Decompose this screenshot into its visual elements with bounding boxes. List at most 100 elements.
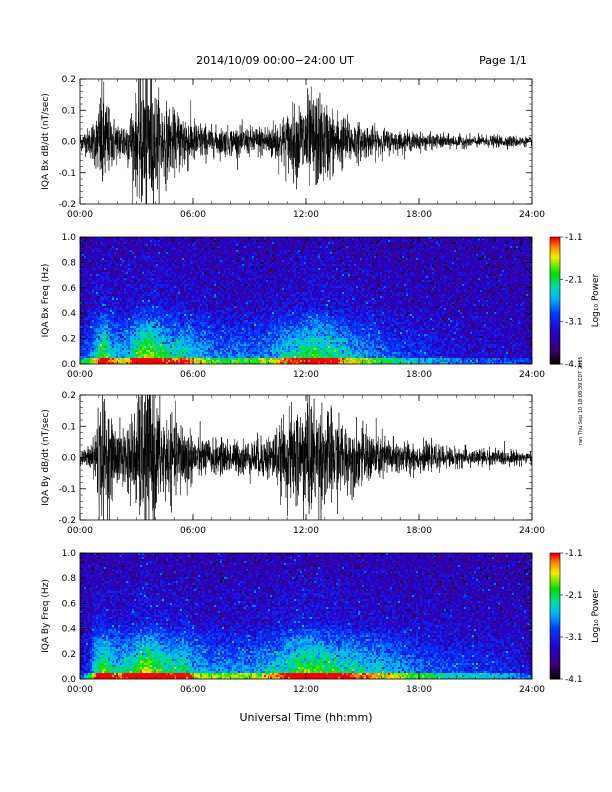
spectrogram-cell: [100, 346, 102, 348]
spectrogram-cell: [150, 268, 152, 270]
spectrogram-cell: [100, 244, 102, 246]
spectrogram-cell: [84, 334, 86, 336]
spectrogram-cell: [84, 262, 86, 264]
spectrogram-cell: [148, 356, 150, 358]
spectrogram-cell: [228, 310, 230, 312]
spectrogram-cell: [162, 302, 164, 304]
spectrogram-cell: [108, 322, 110, 324]
spectrogram-cell: [208, 282, 210, 284]
spectrogram-cell: [100, 254, 102, 256]
spectrogram-cell: [102, 320, 104, 322]
spectrogram-cell: [108, 270, 110, 272]
spectrogram-cell: [198, 362, 200, 364]
spectrogram-cell: [112, 346, 114, 348]
spectrogram-cell: [124, 360, 126, 362]
spectrogram-cell: [112, 296, 114, 298]
spectrogram-cell: [204, 276, 206, 278]
spectrogram-cell: [130, 298, 132, 300]
spectrogram-cell: [96, 242, 98, 244]
spectrogram-cell: [204, 248, 206, 250]
spectrogram-cell: [192, 340, 194, 342]
spectrogram-cell: [172, 350, 174, 352]
spectrogram-cell: [180, 246, 182, 248]
spectrogram-cell: [212, 246, 214, 248]
spectrogram-cell: [90, 312, 92, 314]
spectrogram-cell: [146, 286, 148, 288]
spectrogram-cell: [172, 246, 174, 248]
spectrogram-cell: [220, 328, 222, 330]
spectrogram-cell: [230, 272, 232, 274]
spectrogram-cell: [222, 302, 224, 304]
spectrogram-cell: [178, 280, 180, 282]
spectrogram-cell: [200, 318, 202, 320]
spectrogram-cell: [176, 292, 178, 294]
spectrogram-cell: [194, 334, 196, 336]
spectrogram-cell: [88, 304, 90, 306]
spectrogram-cell: [174, 294, 176, 296]
spectrogram-cell: [118, 252, 120, 254]
spectrogram-cell: [148, 284, 150, 286]
spectrogram-cell: [156, 348, 158, 350]
spectrogram-cell: [162, 254, 164, 256]
spectrogram-cell: [200, 246, 202, 248]
spectrogram-cell: [230, 320, 232, 322]
spectrogram-cell: [182, 326, 184, 328]
spectrogram-cell: [208, 272, 210, 274]
spectrogram-cell: [166, 300, 168, 302]
spectrogram-cell: [222, 248, 224, 250]
spectrogram-cell: [186, 302, 188, 304]
spectrogram-cell: [182, 306, 184, 308]
spectrogram-cell: [82, 260, 84, 262]
spectrogram-cell: [138, 272, 140, 274]
spectrogram-cell: [136, 284, 138, 286]
spectrogram-cell: [84, 254, 86, 256]
spectrogram-cell: [94, 324, 96, 326]
spectrogram-cell: [148, 310, 150, 312]
spectrogram-cell: [226, 242, 228, 244]
spectrogram-cell: [218, 254, 220, 256]
spectrogram-cell: [116, 274, 118, 276]
spectrogram-cell: [128, 322, 130, 324]
spectrogram-cell: [186, 270, 188, 272]
spectrogram-cell: [172, 316, 174, 318]
spectrogram-cell: [224, 294, 226, 296]
spectrogram-cell: [96, 318, 98, 320]
spectrogram-cell: [122, 320, 124, 322]
spectrogram-cell: [110, 276, 112, 278]
spectrogram-cell: [116, 286, 118, 288]
spectrogram-cell: [118, 248, 120, 250]
spectrogram-cell: [200, 344, 202, 346]
spectrogram-cell: [164, 338, 166, 340]
spectrogram-cell: [210, 256, 212, 258]
spectrogram-cell: [100, 338, 102, 340]
spectrogram-cell: [204, 252, 206, 254]
spectrogram-cell: [228, 248, 230, 250]
spectrogram-cell: [206, 298, 208, 300]
spectrogram-cell: [120, 260, 122, 262]
spectrogram-cell: [90, 284, 92, 286]
spectrogram-cell: [172, 268, 174, 270]
spectrogram-cell: [204, 294, 206, 296]
spectrogram-cell: [96, 276, 98, 278]
spectrogram-cell: [92, 274, 94, 276]
spectrogram-cell: [84, 280, 86, 282]
spectrogram-cell: [150, 340, 152, 342]
spectrogram-cell: [134, 252, 136, 254]
spectrogram-cell: [198, 282, 200, 284]
spectrogram-cell: [170, 310, 172, 312]
spectrogram-cell: [222, 358, 224, 360]
spectrogram-cell: [188, 356, 190, 358]
spectrogram-cell: [184, 342, 186, 344]
spectrogram-cell: [174, 322, 176, 324]
panels: 00:00 06:00 12:00 18:00 24:00-0.2-0.10.00.10…: [41, 75, 601, 695]
spectrogram-cell: [116, 316, 118, 318]
spectrogram-cell: [206, 354, 208, 356]
spectrogram-cell: [220, 240, 222, 242]
spectrogram-cell: [88, 280, 90, 282]
spectrogram-cell: [200, 250, 202, 252]
spectrogram-cell: [210, 240, 212, 242]
spectrogram-cell: [88, 276, 90, 278]
spectrogram-cell: [202, 262, 204, 264]
spectrogram-cell: [112, 324, 114, 326]
spectrogram-cell: [144, 240, 146, 242]
